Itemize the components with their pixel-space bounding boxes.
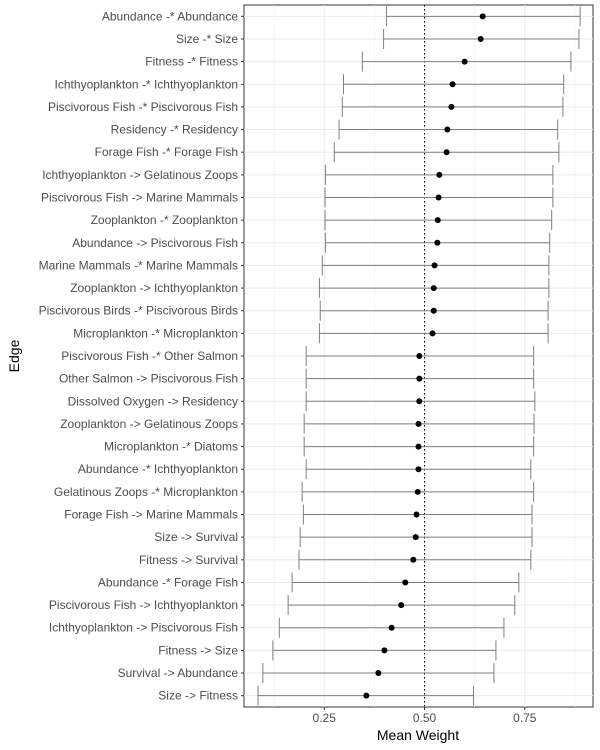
y-tick-label: Survival -> Abundance bbox=[118, 666, 239, 680]
y-tick-label: Microplankton -* Diatoms bbox=[104, 440, 238, 454]
y-tick-label: Size -* Size bbox=[176, 32, 238, 46]
y-tick-label: Forage Fish -* Forage Fish bbox=[95, 145, 238, 159]
y-tick-label: Other Salmon -> Piscivorous Fish bbox=[59, 372, 238, 386]
mean-point bbox=[415, 443, 422, 450]
y-tick-label: Residency -* Residency bbox=[111, 123, 238, 137]
mean-point bbox=[429, 330, 436, 337]
y-tick-label: Piscivorous Fish -* Piscivorous Fish bbox=[48, 100, 238, 114]
y-tick-label: Piscivorous Birds -* Piscivorous Birds bbox=[39, 304, 238, 318]
mean-point bbox=[415, 420, 422, 427]
y-tick-label: Microplankton -* Microplankton bbox=[73, 326, 238, 340]
x-tick-label: 0.25 bbox=[313, 711, 337, 725]
mean-point bbox=[416, 398, 423, 405]
y-tick-label: Marine Mammals -* Marine Mammals bbox=[39, 258, 238, 272]
y-tick-label: Ichthyoplankton -> Gelatinous Zoops bbox=[42, 168, 238, 182]
y-tick-label: Ichthyoplankton -* Ichthyoplankton bbox=[55, 77, 238, 91]
y-tick-label: Zooplankton -> Gelatinous Zoops bbox=[60, 417, 238, 431]
mean-point bbox=[413, 511, 420, 518]
x-tick-label: 0.50 bbox=[413, 711, 437, 725]
mean-point bbox=[381, 647, 388, 654]
mean-point bbox=[388, 624, 395, 631]
mean-point bbox=[410, 556, 417, 563]
y-tick-label: Piscivorous Fish -> Marine Mammals bbox=[41, 190, 238, 204]
mean-point bbox=[434, 239, 441, 246]
mean-point bbox=[415, 466, 422, 473]
y-tick-label: Zooplankton -> Ichthyoplankton bbox=[70, 281, 238, 295]
x-axis-title: Mean Weight bbox=[377, 727, 459, 743]
y-tick-label: Fitness -> Size bbox=[158, 643, 238, 657]
y-tick-label: Size -> Fitness bbox=[158, 689, 238, 703]
mean-point bbox=[479, 13, 486, 20]
mean-point bbox=[444, 126, 451, 133]
y-tick-label: Zooplankton -* Zooplankton bbox=[91, 213, 238, 227]
mean-point bbox=[430, 285, 437, 292]
mean-point bbox=[416, 353, 423, 359]
mean-point bbox=[431, 262, 438, 269]
y-tick-label: Abundance -> Piscivorous Fish bbox=[72, 236, 238, 250]
y-tick-label: Abundance -* Abundance bbox=[102, 9, 238, 23]
mean-point bbox=[430, 307, 437, 314]
y-tick-label: Piscivorous Fish -* Other Salmon bbox=[61, 349, 238, 363]
mean-point bbox=[375, 670, 382, 677]
mean-point bbox=[477, 35, 484, 42]
y-tick-label: Ichthyoplankton -> Piscivorous Fish bbox=[49, 621, 238, 635]
y-tick-label: Fitness -* Fitness bbox=[145, 55, 238, 69]
mean-point bbox=[398, 602, 405, 609]
mean-point bbox=[416, 375, 423, 382]
mean-point bbox=[449, 81, 456, 88]
mean-points bbox=[363, 13, 486, 699]
mean-point bbox=[448, 103, 455, 110]
y-tick-label: Forage Fish -> Marine Mammals bbox=[64, 508, 238, 522]
x-axis-ticks: 0.25 0.50 0.75 bbox=[313, 707, 537, 725]
mean-point bbox=[461, 58, 468, 65]
y-tick-labels: Abundance -* Abundance Size -* Size Fitnes… bbox=[39, 9, 244, 703]
y-tick-label: Gelatinous Zoops -* Microplankton bbox=[54, 485, 238, 499]
y-tick-label: Abundance -* Forage Fish bbox=[98, 575, 238, 589]
mean-point bbox=[443, 149, 450, 156]
mean-point bbox=[436, 171, 443, 178]
mean-point bbox=[363, 692, 370, 699]
x-tick-label: 0.75 bbox=[513, 711, 537, 725]
mean-point bbox=[414, 488, 421, 495]
mean-point bbox=[412, 534, 419, 541]
mean-point bbox=[435, 194, 442, 201]
y-tick-label: Dissolved Oxygen -> Residency bbox=[68, 394, 238, 408]
y-tick-label: Fitness -> Survival bbox=[139, 553, 238, 567]
mean-point bbox=[402, 579, 409, 586]
interval-bars bbox=[257, 6, 581, 706]
y-tick-label: Piscivorous Fish -> Ichthyoplankton bbox=[49, 598, 238, 612]
y-tick-label: Abundance -* Ichthyoplankton bbox=[78, 462, 238, 476]
y-tick-label: Size -> Survival bbox=[154, 530, 238, 544]
y-axis-title: Edge bbox=[6, 339, 22, 372]
mean-point bbox=[434, 217, 441, 224]
